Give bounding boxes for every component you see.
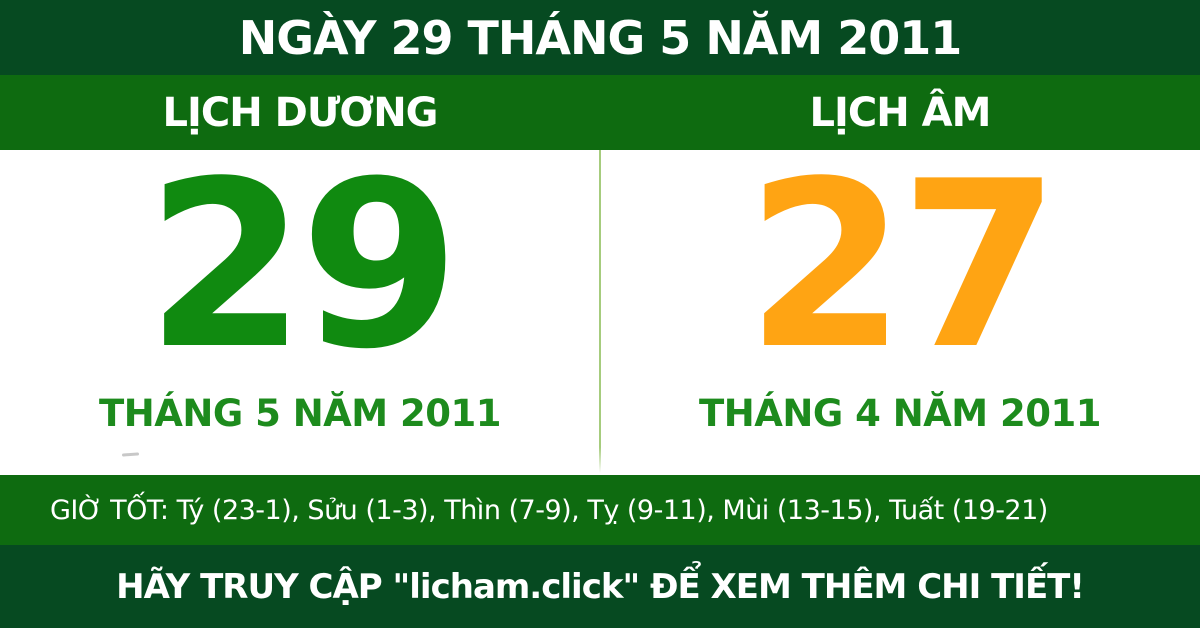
date-title: NGÀY 29 THÁNG 5 NĂM 2011 <box>238 10 962 65</box>
solar-day-panel: 29 THÁNG 5 NĂM 2011 <box>0 150 600 475</box>
solar-day-number: 29 <box>145 133 460 400</box>
day-panel: 29 THÁNG 5 NĂM 2011 27 THÁNG 4 NĂM 2011 <box>0 150 1200 475</box>
solar-calendar-header: LỊCH DƯƠNG <box>0 75 600 150</box>
good-hours-bar: GIỜ TỐT: Tý (23-1), Sửu (1-3), Thìn (7-9… <box>0 475 1200 545</box>
footer-cta-text: HÃY TRUY CẬP "licham.click" ĐỂ XEM THÊM … <box>116 566 1085 607</box>
lunar-calendar-label: LỊCH ÂM <box>809 89 992 136</box>
lunar-calendar-header: LỊCH ÂM <box>600 75 1200 150</box>
lunar-month-label: THÁNG 4 NĂM 2011 <box>699 392 1101 435</box>
calendar-type-row: LỊCH DƯƠNG LỊCH ÂM <box>0 75 1200 150</box>
date-header-bar: NGÀY 29 THÁNG 5 NĂM 2011 <box>0 0 1200 75</box>
solar-month-label: THÁNG 5 NĂM 2011 <box>99 392 501 435</box>
lunar-day-panel: 27 THÁNG 4 NĂM 2011 <box>600 150 1200 475</box>
lunar-day-number: 27 <box>745 133 1060 400</box>
solar-calendar-label: LỊCH DƯƠNG <box>162 89 439 136</box>
panel-divider <box>599 150 601 473</box>
good-hours-text: GIỜ TỐT: Tý (23-1), Sửu (1-3), Thìn (7-9… <box>50 494 1048 526</box>
footer-cta-bar: HÃY TRUY CẬP "licham.click" ĐỂ XEM THÊM … <box>0 545 1200 628</box>
